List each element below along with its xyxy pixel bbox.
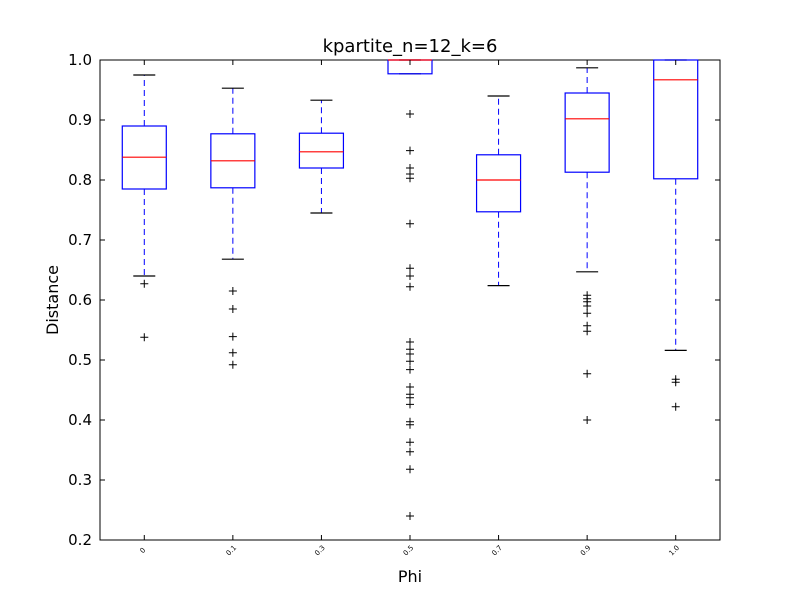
outlier-point (406, 357, 414, 366)
x-tick-label: 0.9 (579, 544, 593, 558)
y-tick-label: 0.4 (68, 411, 92, 429)
outlier-point (406, 465, 414, 474)
box-group (564, 67, 610, 424)
outlier-point (406, 438, 414, 447)
outlier-point (140, 333, 149, 342)
outlier-point (583, 302, 592, 310)
outlier-point (228, 332, 237, 341)
y-tick-label: 0.9 (68, 111, 92, 129)
x-tick-label: 0.7 (490, 544, 504, 558)
x-tick-label: 0 (138, 546, 147, 555)
box-iqr (564, 92, 610, 173)
outlier-point (406, 383, 414, 391)
y-tick-label: 0.3 (68, 471, 92, 489)
outlier-point (583, 369, 592, 378)
outlier-point (671, 378, 680, 387)
outlier-point (583, 309, 592, 318)
x-axis-label: Phi (398, 567, 422, 586)
y-axis-label: Distance (43, 265, 62, 335)
outlier-point (406, 282, 414, 291)
y-tick-label: 0.8 (68, 171, 92, 189)
y-tick-label: 0.5 (68, 351, 92, 369)
outlier-point (228, 305, 237, 313)
y-tick-label: 1.0 (68, 51, 92, 69)
box-group (210, 87, 256, 369)
y-tick-label: 0.2 (68, 531, 92, 549)
box-iqr (475, 154, 522, 213)
x-tick-label: 0.1 (225, 544, 239, 558)
outlier-point (228, 287, 237, 295)
outlier-point (406, 264, 414, 273)
box-iqr (298, 132, 345, 169)
outlier-point (583, 416, 592, 424)
outlier-point (140, 279, 149, 288)
y-tick-label: 0.7 (68, 231, 92, 249)
axis-ticks: 0.2 0.3 0.4 0.5 0.6 0.7 0.8 0.9 1.0 0 0.1 0.3 0.5 0.7… (68, 51, 720, 557)
outlier-point (406, 338, 414, 346)
outlier-point (228, 348, 237, 357)
outlier-point (406, 365, 414, 374)
box-group (298, 99, 345, 214)
chart-title: kpartite_n=12_k=6 (323, 36, 498, 57)
box-group (387, 59, 433, 520)
outlier-point (583, 327, 592, 336)
x-tick-label: 0.5 (402, 544, 416, 558)
outlier-point (406, 146, 414, 155)
box-group (653, 59, 699, 411)
outlier-point (406, 272, 414, 280)
box-group (475, 95, 522, 287)
x-tick-label: 0.3 (313, 544, 327, 558)
outlier-point (228, 360, 237, 369)
outlier-point (406, 512, 414, 520)
outlier-point (406, 174, 414, 183)
outlier-point (406, 447, 414, 456)
box-plot-marks (121, 59, 699, 520)
box-iqr (653, 59, 699, 180)
outlier-point (671, 402, 680, 411)
box-group (121, 74, 167, 342)
outlier-point (406, 350, 414, 358)
outlier-point (406, 420, 414, 429)
outlier-point (406, 110, 414, 118)
x-tick-label: 1.0 (668, 544, 682, 558)
outlier-point (406, 400, 414, 409)
outlier-point (406, 219, 414, 228)
y-tick-label: 0.6 (68, 291, 92, 309)
